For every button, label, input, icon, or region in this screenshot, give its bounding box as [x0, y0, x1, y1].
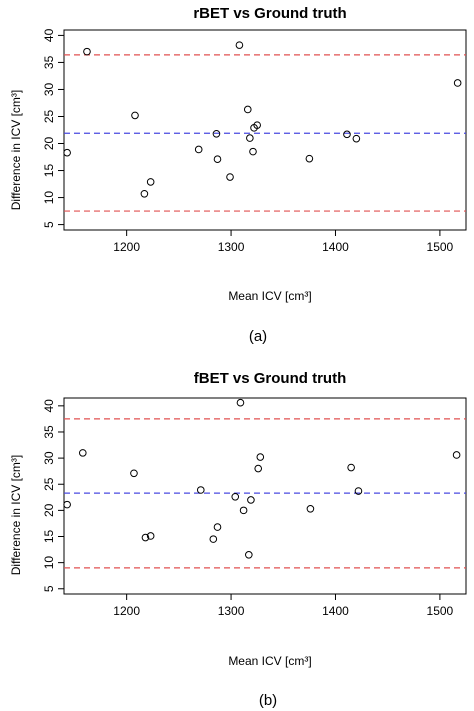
- data-point-a: [305, 154, 314, 163]
- plot-frame-b: [63, 397, 467, 595]
- data-point-a: [246, 134, 254, 142]
- y-tick-label-b: 10: [42, 556, 56, 570]
- data-point-b: [141, 533, 150, 542]
- panel-b: fBET vs Ground truth Difference in ICV […: [9, 370, 467, 709]
- data-point-b: [78, 449, 87, 457]
- y-tick-label-b: 25: [42, 477, 56, 491]
- x-tick-label-a: 1300: [218, 240, 245, 254]
- data-point-a: [226, 173, 234, 181]
- data-point-a: [235, 41, 244, 49]
- x-tick-label-a: 1500: [427, 240, 454, 254]
- data-point-b: [231, 492, 240, 501]
- y-tick-label-a: 40: [42, 28, 56, 42]
- y-tick-label-b: 5: [42, 585, 56, 592]
- x-axis-label-b: Mean ICV [cm³]: [228, 654, 311, 668]
- data-point-b: [452, 451, 461, 459]
- chart-title-a: rBET vs Ground truth: [193, 5, 346, 22]
- panel-label-a: (a): [249, 328, 267, 345]
- data-point-a: [140, 189, 149, 198]
- x-axis-label-a: Mean ICV [cm³]: [228, 289, 311, 303]
- y-tick-label-b: 35: [42, 425, 56, 439]
- x-tick-label-b: 1300: [218, 604, 245, 618]
- data-point-b: [239, 506, 248, 515]
- panel-label-b: (b): [259, 692, 277, 709]
- data-point-b: [196, 486, 205, 494]
- y-tick-label-a: 30: [42, 82, 56, 96]
- x-tick-label-b: 1400: [322, 604, 349, 618]
- y-axis-label-a: Difference in ICV [cm³]: [9, 90, 23, 210]
- data-point-b: [254, 464, 263, 473]
- x-tick-label-a: 1200: [113, 240, 140, 254]
- y-tick-label-a: 20: [42, 137, 56, 151]
- data-point-b: [247, 496, 255, 504]
- data-point-a: [453, 79, 462, 87]
- y-tick-label-a: 15: [42, 164, 56, 178]
- panel-a: rBET vs Ground truth Difference in ICV […: [9, 5, 467, 345]
- y-tick-label-b: 15: [42, 530, 56, 544]
- data-point-b: [130, 469, 138, 478]
- y-axis-label-b: Difference in ICV [cm³]: [9, 455, 23, 575]
- data-point-a: [131, 111, 139, 120]
- data-point-a: [352, 134, 361, 143]
- chart-title-b: fBET vs Ground truth: [194, 370, 347, 387]
- data-point-b: [306, 505, 315, 513]
- plot-area-a: 1200 1300 1400 1500 5 10 15 20 25 30 35 40: [42, 28, 467, 254]
- data-point-a: [249, 147, 257, 156]
- data-point-a: [194, 145, 203, 154]
- data-point-b: [354, 487, 363, 495]
- data-point-a: [212, 129, 221, 138]
- plot-area-b: 1200 1300 1400 1500 5 10 15 20 25 30 35 40: [42, 397, 467, 618]
- data-point-b: [236, 398, 245, 407]
- y-tick-label-a: 10: [42, 191, 56, 205]
- data-point-b: [245, 551, 253, 559]
- data-point-a: [343, 130, 351, 139]
- x-tick-label-b: 1500: [427, 604, 454, 618]
- x-tick-label-b: 1200: [113, 604, 140, 618]
- data-point-a: [146, 178, 155, 186]
- y-tick-label-b: 40: [42, 399, 56, 413]
- data-point-b: [213, 523, 222, 531]
- data-point-b: [256, 453, 265, 461]
- x-tick-label-a: 1400: [322, 240, 349, 254]
- data-point-b: [63, 500, 71, 509]
- data-point-a: [83, 47, 91, 56]
- data-point-a: [213, 155, 222, 163]
- y-tick-label-b: 20: [42, 503, 56, 517]
- data-point-b: [209, 535, 218, 543]
- data-point-a: [253, 121, 261, 129]
- y-tick-label-a: 5: [42, 221, 56, 228]
- data-point-a: [243, 105, 252, 114]
- y-tick-label-a: 25: [42, 109, 56, 123]
- y-tick-label-a: 35: [42, 55, 56, 69]
- y-tick-label-b: 30: [42, 451, 56, 465]
- plot-frame-a: [63, 29, 467, 231]
- data-point-b: [146, 532, 155, 540]
- data-point-a: [63, 148, 71, 157]
- data-point-b: [347, 463, 355, 472]
